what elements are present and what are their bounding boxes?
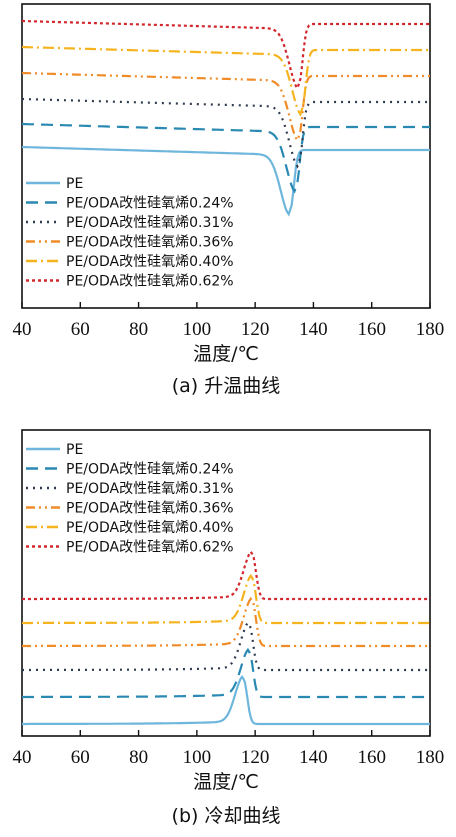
series-line-3 bbox=[22, 71, 430, 143]
x-tick-label: 40 bbox=[13, 319, 32, 340]
legend-label-1: PE/ODA改性硅氧烯0.24% bbox=[66, 462, 234, 478]
panel-b-curves bbox=[22, 549, 430, 726]
panel-a-curves bbox=[22, 19, 430, 217]
legend-label-5: PE/ODA改性硅氧烯0.62% bbox=[66, 540, 234, 556]
legend-label-5: PE/ODA改性硅氧烯0.62% bbox=[66, 274, 234, 290]
panel-b-caption: (b) 冷却曲线 bbox=[172, 805, 281, 827]
legend-label-0: PE bbox=[66, 442, 83, 458]
series-line-2 bbox=[22, 97, 430, 169]
panel-b-cooling-curve: 40 60 80 100 120 140 160 180 PE PE/ODA改性硅氧烯0.24%… bbox=[13, 429, 445, 827]
x-tick-label: 180 bbox=[416, 747, 445, 768]
legend-label-2: PE/ODA改性硅氧烯0.31% bbox=[66, 215, 234, 231]
x-tick-label: 140 bbox=[299, 319, 328, 340]
legend-label-4: PE/ODA改性硅氧烯0.40% bbox=[66, 254, 234, 270]
series-line-5 bbox=[22, 549, 430, 601]
panel-b-x-ticks: 40 60 80 100 120 140 160 180 bbox=[13, 730, 445, 768]
panel-a-legend: PE PE/ODA改性硅氧烯0.24% PE/ODA改性硅氧烯0.31% PE/ODA… bbox=[26, 176, 234, 290]
panel-a-x-ticks: 40 60 80 100 120 140 160 180 bbox=[13, 302, 445, 340]
series-line-4 bbox=[22, 45, 430, 117]
x-tick-label: 160 bbox=[357, 319, 386, 340]
panel-a-caption: (a) 升温曲线 bbox=[172, 375, 281, 397]
x-tick-label: 120 bbox=[241, 319, 270, 340]
series-line-2 bbox=[22, 620, 430, 672]
x-tick-label: 100 bbox=[183, 747, 212, 768]
x-tick-label: 180 bbox=[416, 319, 445, 340]
legend-label-2: PE/ODA改性硅氧烯0.31% bbox=[66, 481, 234, 497]
panel-a-heating-curve: 40 60 80 100 120 140 160 180 PE PE/ODA改性硅氧烯0.24%… bbox=[13, 3, 445, 397]
x-tick-label: 80 bbox=[129, 747, 148, 768]
series-line-4 bbox=[22, 573, 430, 625]
legend-label-4: PE/ODA改性硅氧烯0.40% bbox=[66, 520, 234, 536]
panel-b-legend: PE PE/ODA改性硅氧烯0.24% PE/ODA改性硅氧烯0.31% PE/ODA… bbox=[26, 442, 234, 556]
series-line-0 bbox=[22, 145, 430, 217]
x-tick-label: 60 bbox=[71, 319, 90, 340]
x-tick-label: 80 bbox=[129, 319, 148, 340]
legend-label-3: PE/ODA改性硅氧烯0.36% bbox=[66, 235, 234, 251]
series-line-3 bbox=[22, 596, 430, 648]
panel-a-x-axis-title: 温度/℃ bbox=[193, 343, 259, 365]
legend-label-3: PE/ODA改性硅氧烯0.36% bbox=[66, 501, 234, 517]
x-tick-label: 120 bbox=[241, 747, 270, 768]
x-tick-label: 100 bbox=[183, 319, 212, 340]
panel-a-plot-frame bbox=[21, 3, 431, 309]
legend-label-1: PE/ODA改性硅氧烯0.24% bbox=[66, 196, 234, 212]
series-line-1 bbox=[22, 122, 430, 194]
x-tick-label: 60 bbox=[71, 747, 90, 768]
series-line-0 bbox=[22, 674, 430, 726]
panel-b-x-axis-title: 温度/℃ bbox=[193, 771, 259, 793]
x-tick-label: 160 bbox=[357, 747, 386, 768]
x-tick-label: 40 bbox=[13, 747, 32, 768]
x-tick-label: 140 bbox=[299, 747, 328, 768]
panel-b-plot-frame bbox=[21, 429, 431, 737]
series-line-1 bbox=[22, 647, 430, 699]
legend-label-0: PE bbox=[66, 176, 83, 192]
series-line-5 bbox=[22, 19, 430, 91]
